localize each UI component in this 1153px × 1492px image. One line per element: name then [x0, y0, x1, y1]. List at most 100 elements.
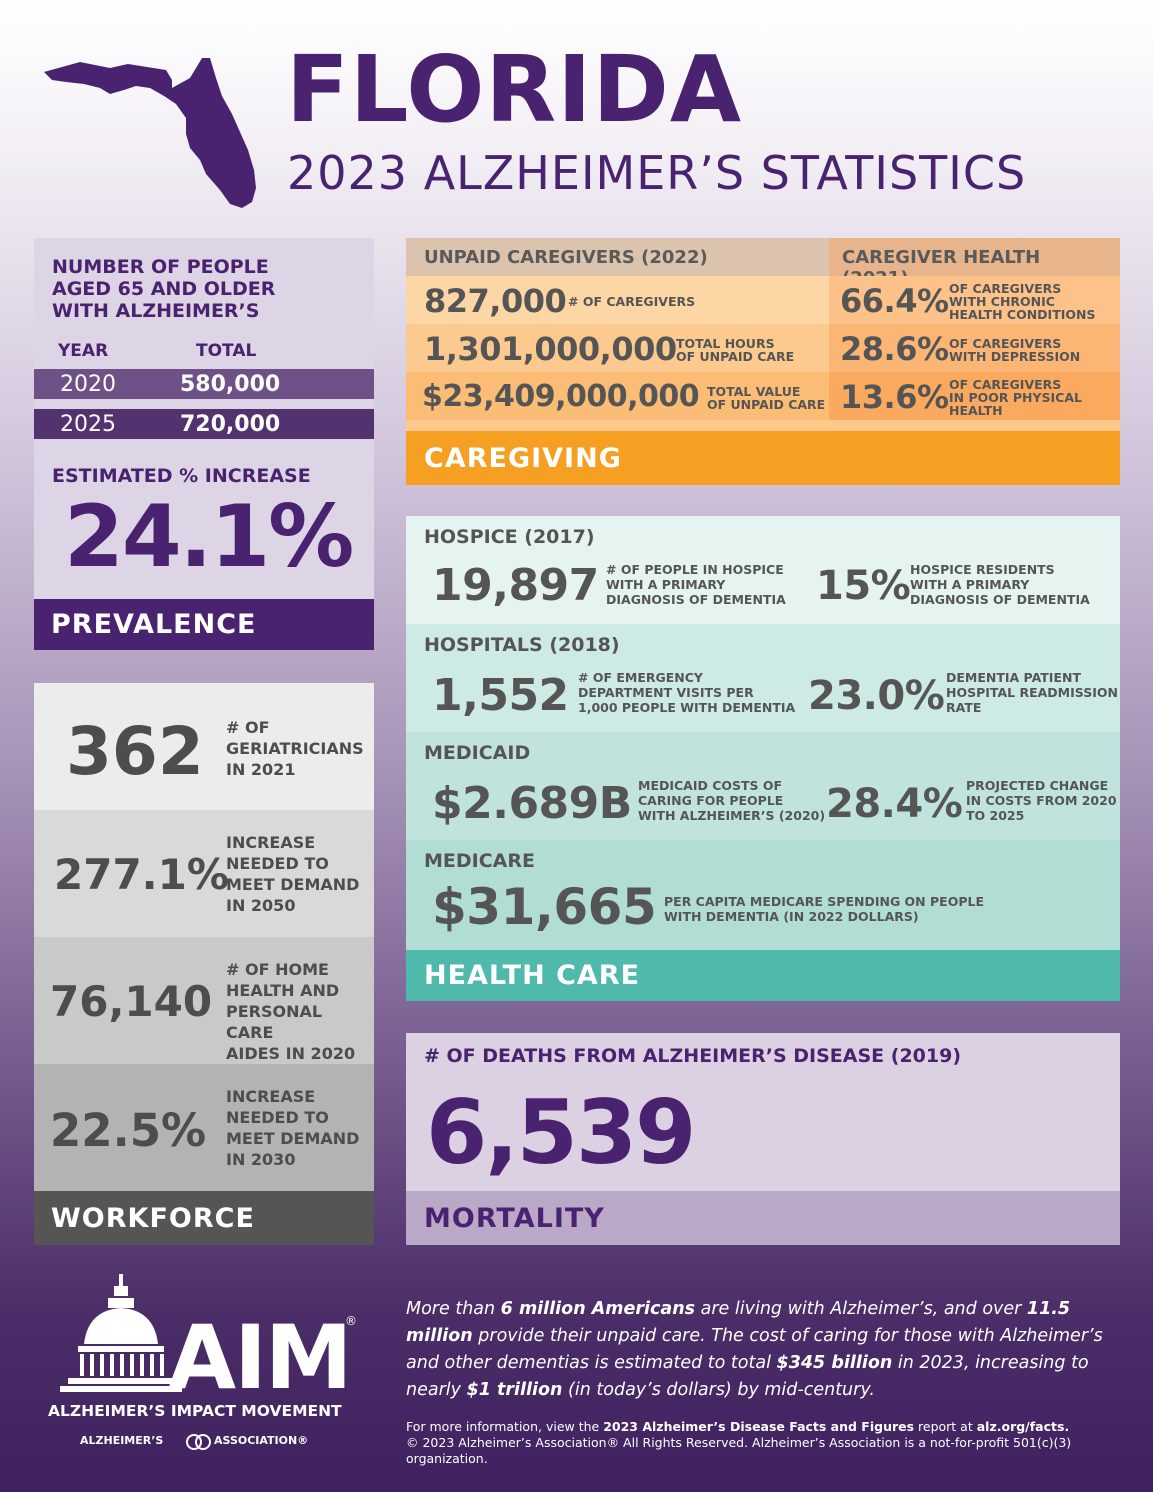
medicaid-change-description: PROJECTED CHANGE IN COSTS FROM 2020 TO 2…: [966, 778, 1117, 823]
description-line: NEEDED TO: [226, 854, 329, 873]
description-line: PROJECTED CHANGE: [966, 778, 1109, 793]
summary-emphasis: 6 million Americans: [500, 1299, 696, 1319]
description-line: DIAGNOSIS OF DEMENTIA: [910, 592, 1090, 607]
description-line: HEALTH: [949, 403, 1003, 418]
workforce-value: 362: [66, 713, 204, 790]
alzheimers-association-logo: ALZHEIMER’S ASSOCIATION®: [80, 1432, 320, 1452]
description-line: # OF EMERGENCY: [578, 670, 703, 685]
description-line: HOSPITAL READMISSION: [946, 685, 1118, 700]
prevalence-year: 2020: [60, 372, 116, 397]
description-line: DEMENTIA PATIENT: [946, 670, 1081, 685]
description-line: WITH A PRIMARY: [606, 577, 726, 592]
caregiver-health-value: 28.6%: [840, 330, 949, 368]
facts-link[interactable]: alz.org/facts.: [976, 1419, 1070, 1434]
summary-text: provide their unpaid care. The cost of c…: [406, 1326, 1103, 1373]
medicaid-change-value: 28.4%: [826, 781, 963, 827]
description-line: 1,000 PEOPLE WITH DEMENTIA: [578, 700, 796, 715]
description-line: PER CAPITA MEDICARE SPENDING ON PEOPLE: [664, 894, 984, 909]
description-line: OF CAREGIVERS: [949, 336, 1062, 351]
assoc-name-part: ASSOCIATION®: [214, 1434, 309, 1447]
capitol-dome-icon: [60, 1274, 182, 1392]
summary-text: in 2023, increasing to nearly: [406, 1353, 1089, 1400]
description-line: WITH CHRONIC: [949, 294, 1055, 309]
description-line: PERSONAL CARE: [226, 1002, 323, 1042]
aim-logo-word: AIM: [168, 1306, 352, 1409]
aim-logo-name: ALZHEIMER’S IMPACT MOVEMENT: [48, 1402, 342, 1420]
caregiving-description: TOTAL HOURS OF UNPAID CARE: [676, 337, 794, 363]
summary-emphasis: 11.5 million: [406, 1299, 1071, 1346]
description-line: OF UNPAID CARE: [676, 349, 795, 364]
prevalence-year: 2025: [60, 412, 116, 437]
description-line: GERIATRICIANS: [226, 739, 364, 758]
caregiver-health-description: OF CAREGIVERS WITH DEPRESSION: [949, 337, 1080, 363]
description-line: IN 2050: [226, 896, 296, 915]
medicaid-section: MEDICAID $2.689B MEDICAID COSTS OF CARIN…: [406, 732, 1120, 840]
summary-text: are living with Alzheimer’s, and over: [695, 1299, 1027, 1319]
prevalence-heading-line: NUMBER OF PEOPLE: [52, 256, 269, 278]
section-heading: MEDICAID: [424, 742, 531, 764]
more-info-line: For more information, view the 2023 Alzh…: [406, 1419, 1126, 1435]
hospitals-section: HOSPITALS (2018) 1,552 # OF EMERGENCY DE…: [406, 624, 1120, 732]
caregiving-description: # OF CAREGIVERS: [568, 295, 695, 308]
prevalence-row: 2020 580,000: [34, 369, 374, 399]
prevalence-heading-line: AGED 65 AND OLDER: [52, 278, 276, 300]
workforce-row: 22.5% INCREASE NEEDED TO MEET DEMAND IN …: [34, 1064, 374, 1191]
summary-emphasis: $1 trillion: [466, 1380, 563, 1400]
medicaid-value: $2.689B: [432, 778, 632, 829]
section-heading: MEDICARE: [424, 850, 535, 872]
workforce-description: INCREASE NEEDED TO MEET DEMAND IN 2050: [226, 832, 359, 916]
description-line: OF UNPAID CARE: [707, 397, 826, 412]
readmission-value: 23.0%: [808, 673, 945, 719]
unpaid-caregivers-heading: UNPAID CAREGIVERS (2022): [406, 238, 829, 276]
description-line: DEPARTMENT VISITS PER: [578, 685, 754, 700]
description-line: INCREASE: [226, 1087, 316, 1106]
caregiving-value: $23,409,000,000: [422, 379, 700, 414]
caregiving-row: 1,301,000,000 TOTAL HOURS OF UNPAID CARE…: [406, 324, 1120, 372]
row-right-bg: [829, 372, 1120, 420]
hospice-section: HOSPICE (2017) 19,897 # OF PEOPLE IN HOS…: [406, 516, 1120, 624]
description-line: MEET DEMAND: [226, 875, 360, 894]
description-line: IN COSTS FROM 2020: [966, 793, 1117, 808]
hospitals-description: # OF EMERGENCY DEPARTMENT VISITS PER 1,0…: [578, 670, 795, 715]
description-line: HEALTH AND: [226, 981, 340, 1000]
florida-map-icon: [44, 58, 256, 208]
caregiver-health-description: OF CAREGIVERS IN POOR PHYSICAL HEALTH: [949, 378, 1082, 417]
caregiving-value: 1,301,000,000: [424, 330, 677, 368]
workforce-description: INCREASE NEEDED TO MEET DEMAND IN 2030: [226, 1086, 359, 1170]
description-line: MEET DEMAND: [226, 1129, 360, 1148]
year-column-header: YEAR: [58, 341, 109, 361]
description-line: WITH DEPRESSION: [949, 349, 1081, 364]
workforce-value: 76,140: [50, 977, 213, 1026]
description-line: WITH A PRIMARY: [910, 577, 1030, 592]
prevalence-total: 580,000: [180, 372, 281, 397]
medicaid-description: MEDICAID COSTS OF CARING FOR PEOPLE WITH…: [638, 778, 825, 823]
prevalence-total: 720,000: [180, 412, 281, 437]
medicare-description: PER CAPITA MEDICARE SPENDING ON PEOPLE W…: [664, 894, 984, 924]
prevalence-heading: NUMBER OF PEOPLE AGED 65 AND OLDER WITH …: [52, 256, 352, 322]
copyright: © 2023 Alzheimer’s Association® All Righ…: [406, 1435, 1072, 1466]
description-line: TO 2025: [966, 808, 1025, 823]
description-line: IN 2030: [226, 1150, 296, 1169]
workforce-panel: 362 # OF GERIATRICIANS IN 2021 277.1% IN…: [34, 683, 374, 1245]
hospice-percent-description: HOSPICE RESIDENTS WITH A PRIMARY DIAGNOS…: [910, 562, 1090, 607]
workforce-value: 22.5%: [50, 1104, 207, 1157]
description-line: HEALTH CONDITIONS: [949, 307, 1096, 322]
footer-more-info: For more information, view the 2023 Alzh…: [406, 1419, 1126, 1467]
description-line: MEDICAID COSTS OF: [638, 778, 783, 793]
summary-text: More than: [406, 1299, 501, 1319]
description-line: DIAGNOSIS OF DEMENTIA: [606, 592, 786, 607]
section-heading: HOSPITALS (2018): [424, 634, 620, 656]
prevalence-banner: PREVALENCE: [34, 599, 374, 650]
registered-mark: ®: [345, 1314, 357, 1328]
description-line: IN POOR PHYSICAL: [949, 390, 1082, 405]
caregiver-health-heading: CAREGIVER HEALTH (2021): [829, 238, 1120, 289]
caregiving-row: $23,409,000,000 TOTAL VALUE OF UNPAID CA…: [406, 372, 1120, 420]
report-title: 2023 Alzheimer’s Disease Facts and Figur…: [603, 1419, 915, 1434]
workforce-row: 76,140 # OF HOME HEALTH AND PERSONAL CAR…: [34, 937, 374, 1064]
description-line: # OF PEOPLE IN HOSPICE: [606, 562, 784, 577]
footer-summary-paragraph: More than 6 million Americans are living…: [406, 1296, 1111, 1404]
description-line: INCREASE: [226, 833, 316, 852]
increase-label: ESTIMATED % INCREASE: [52, 465, 311, 487]
caregiving-value: 827,000: [424, 282, 567, 320]
description-line: OF CAREGIVERS: [949, 377, 1062, 392]
